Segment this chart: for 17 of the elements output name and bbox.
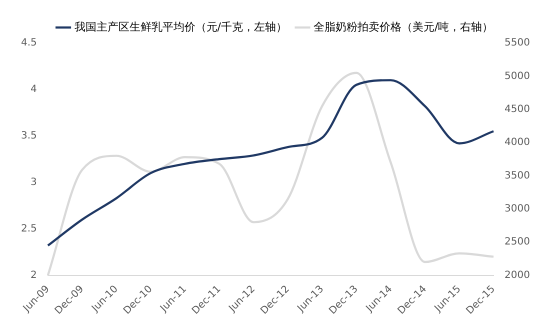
y-tick-label: 3.5 bbox=[20, 130, 37, 142]
y-tick-label: 3 bbox=[30, 176, 37, 188]
y2-tick-label: 3000 bbox=[504, 204, 530, 215]
y2-tick-label: 2500 bbox=[504, 236, 530, 248]
legend-label: 我国主产区生鲜乳平均价（元/千克，左轴） bbox=[74, 20, 288, 34]
y2-tick-label: 5000 bbox=[504, 70, 530, 82]
y2-tick-label: 5500 bbox=[504, 38, 530, 49]
y-tick-label: 2 bbox=[30, 270, 37, 281]
y-tick-label: 4.5 bbox=[20, 38, 37, 49]
legend-label: 全脂奶粉拍卖价格（美元/吨，右轴） bbox=[314, 20, 494, 34]
y2-tick-label: 2000 bbox=[504, 270, 530, 281]
y-tick-label: 4 bbox=[30, 84, 37, 96]
y2-tick-label: 4000 bbox=[504, 137, 530, 148]
line-series bbox=[46, 79, 495, 247]
y2-tick-label: 4500 bbox=[504, 104, 530, 115]
y-tick-label: 2.5 bbox=[20, 223, 37, 234]
y2-tick-label: 3500 bbox=[504, 170, 530, 182]
